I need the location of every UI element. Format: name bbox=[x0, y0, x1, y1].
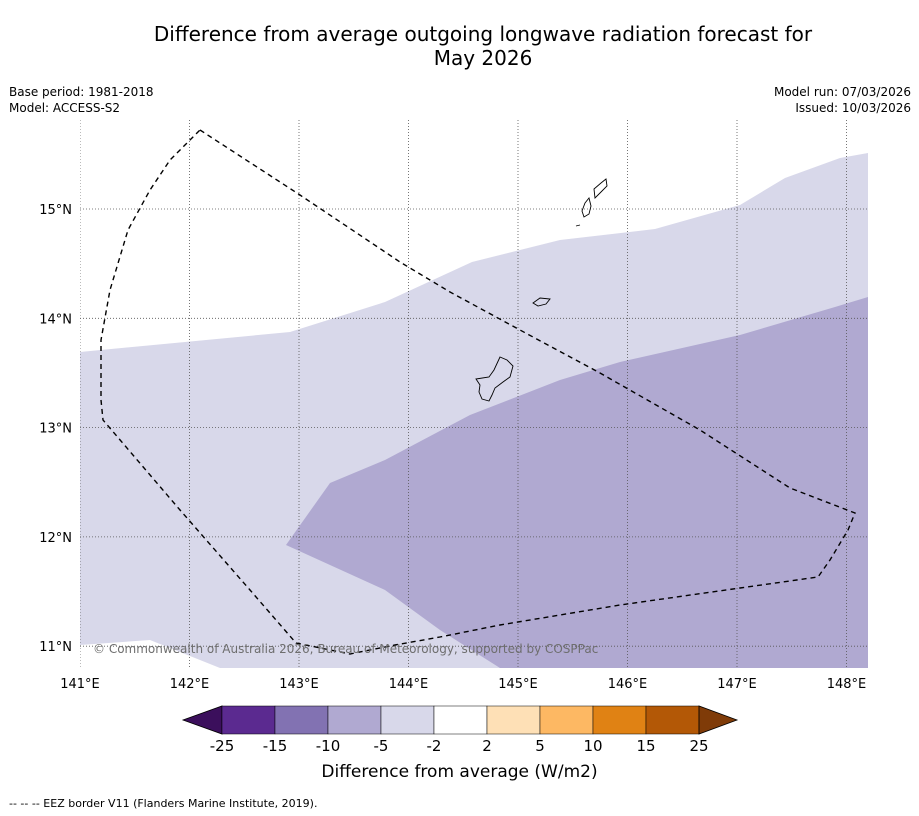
title-line-1: Difference from average outgoing longwav… bbox=[153, 22, 813, 46]
island-guam bbox=[475, 356, 514, 402]
lon-tick-label: 145°E bbox=[498, 677, 538, 692]
lon-tick-label: 143°E bbox=[279, 677, 319, 692]
colorbar-swatch bbox=[221, 705, 276, 735]
colorbar-extend-min bbox=[181, 705, 223, 735]
title-line-2: May 2026 bbox=[433, 46, 533, 70]
islands bbox=[475, 178, 608, 402]
colorbar-swatch bbox=[433, 705, 488, 735]
meta-left: Base period: 1981-2018 Model: ACCESS-S2 bbox=[9, 84, 154, 116]
colorbar-tick-label: 5 bbox=[535, 737, 545, 755]
colorbar-label: Difference from average (W/m2) bbox=[321, 762, 598, 782]
colorbar-tick-label: 15 bbox=[636, 737, 655, 755]
colorbar-tick-label: -10 bbox=[316, 737, 341, 755]
colorbar-tick-label: -25 bbox=[210, 737, 235, 755]
longitude-labels: 141°E 142°E 143°E 144°E 145°E 146°E 147°E 148°E bbox=[60, 677, 866, 692]
eez-border bbox=[100, 129, 856, 655]
lon-tick-label: 148°E bbox=[827, 677, 867, 692]
copyright-notice: © Commonwealth of Australia 2026, Bureau… bbox=[93, 642, 598, 656]
island-aguijan bbox=[575, 224, 581, 227]
eez-footnote: -- -- -- EEZ border V11 (Flanders Marine… bbox=[9, 797, 318, 810]
colorbar-swatch bbox=[592, 705, 647, 735]
colorbar-swatch bbox=[380, 705, 435, 735]
colorbar: -25 -15 -10 -5 -2 2 5 10 15 25 bbox=[181, 705, 739, 755]
anomaly-band-minus10-minus5 bbox=[286, 297, 868, 668]
colorbar-swatch bbox=[645, 705, 700, 735]
issued-date: Issued: 10/03/2026 bbox=[795, 101, 911, 115]
model-run: Model run: 07/03/2026 bbox=[773, 85, 911, 99]
colorbar-swatch bbox=[539, 705, 594, 735]
lat-tick-label: 11°N bbox=[39, 640, 72, 655]
colorbar-extend-max bbox=[698, 705, 739, 735]
lat-tick-label: 13°N bbox=[39, 422, 72, 437]
base-period: Base period: 1981-2018 bbox=[9, 85, 154, 99]
lat-tick-label: 15°N bbox=[39, 203, 72, 218]
lon-tick-label: 146°E bbox=[608, 677, 648, 692]
island-saipan bbox=[593, 178, 608, 199]
latitude-labels: 15°N 14°N 13°N 12°N 11°N bbox=[39, 203, 72, 655]
lon-tick-label: 142°E bbox=[170, 677, 210, 692]
model-name: Model: ACCESS-S2 bbox=[9, 101, 121, 115]
meta-right: Model run: 07/03/2026 Issued: 10/03/2026 bbox=[774, 84, 911, 116]
lon-tick-label: 144°E bbox=[389, 677, 429, 692]
colorbar-swatch bbox=[327, 705, 382, 735]
island-tinian bbox=[581, 197, 592, 218]
colorbar-tick-label: 2 bbox=[482, 737, 492, 755]
chart-title: Difference from average outgoing longwav… bbox=[0, 22, 919, 70]
colorbar-tick-label: -2 bbox=[427, 737, 442, 755]
lat-tick-label: 12°N bbox=[39, 531, 72, 546]
lat-tick-label: 14°N bbox=[39, 312, 72, 327]
map-plot-area: © Commonwealth of Australia 2026, Bureau… bbox=[80, 120, 868, 668]
colorbar-tick-label: -5 bbox=[374, 737, 389, 755]
colorbar-swatch bbox=[274, 705, 329, 735]
lon-tick-label: 147°E bbox=[717, 677, 757, 692]
graticule bbox=[80, 120, 868, 668]
lon-tick-label: 141°E bbox=[60, 677, 100, 692]
island-rota bbox=[532, 297, 551, 307]
colorbar-swatch bbox=[486, 705, 541, 735]
colorbar-tick-label: 10 bbox=[583, 737, 602, 755]
colorbar-tick-label: -15 bbox=[263, 737, 288, 755]
colorbar-tick-label: 25 bbox=[689, 737, 708, 755]
